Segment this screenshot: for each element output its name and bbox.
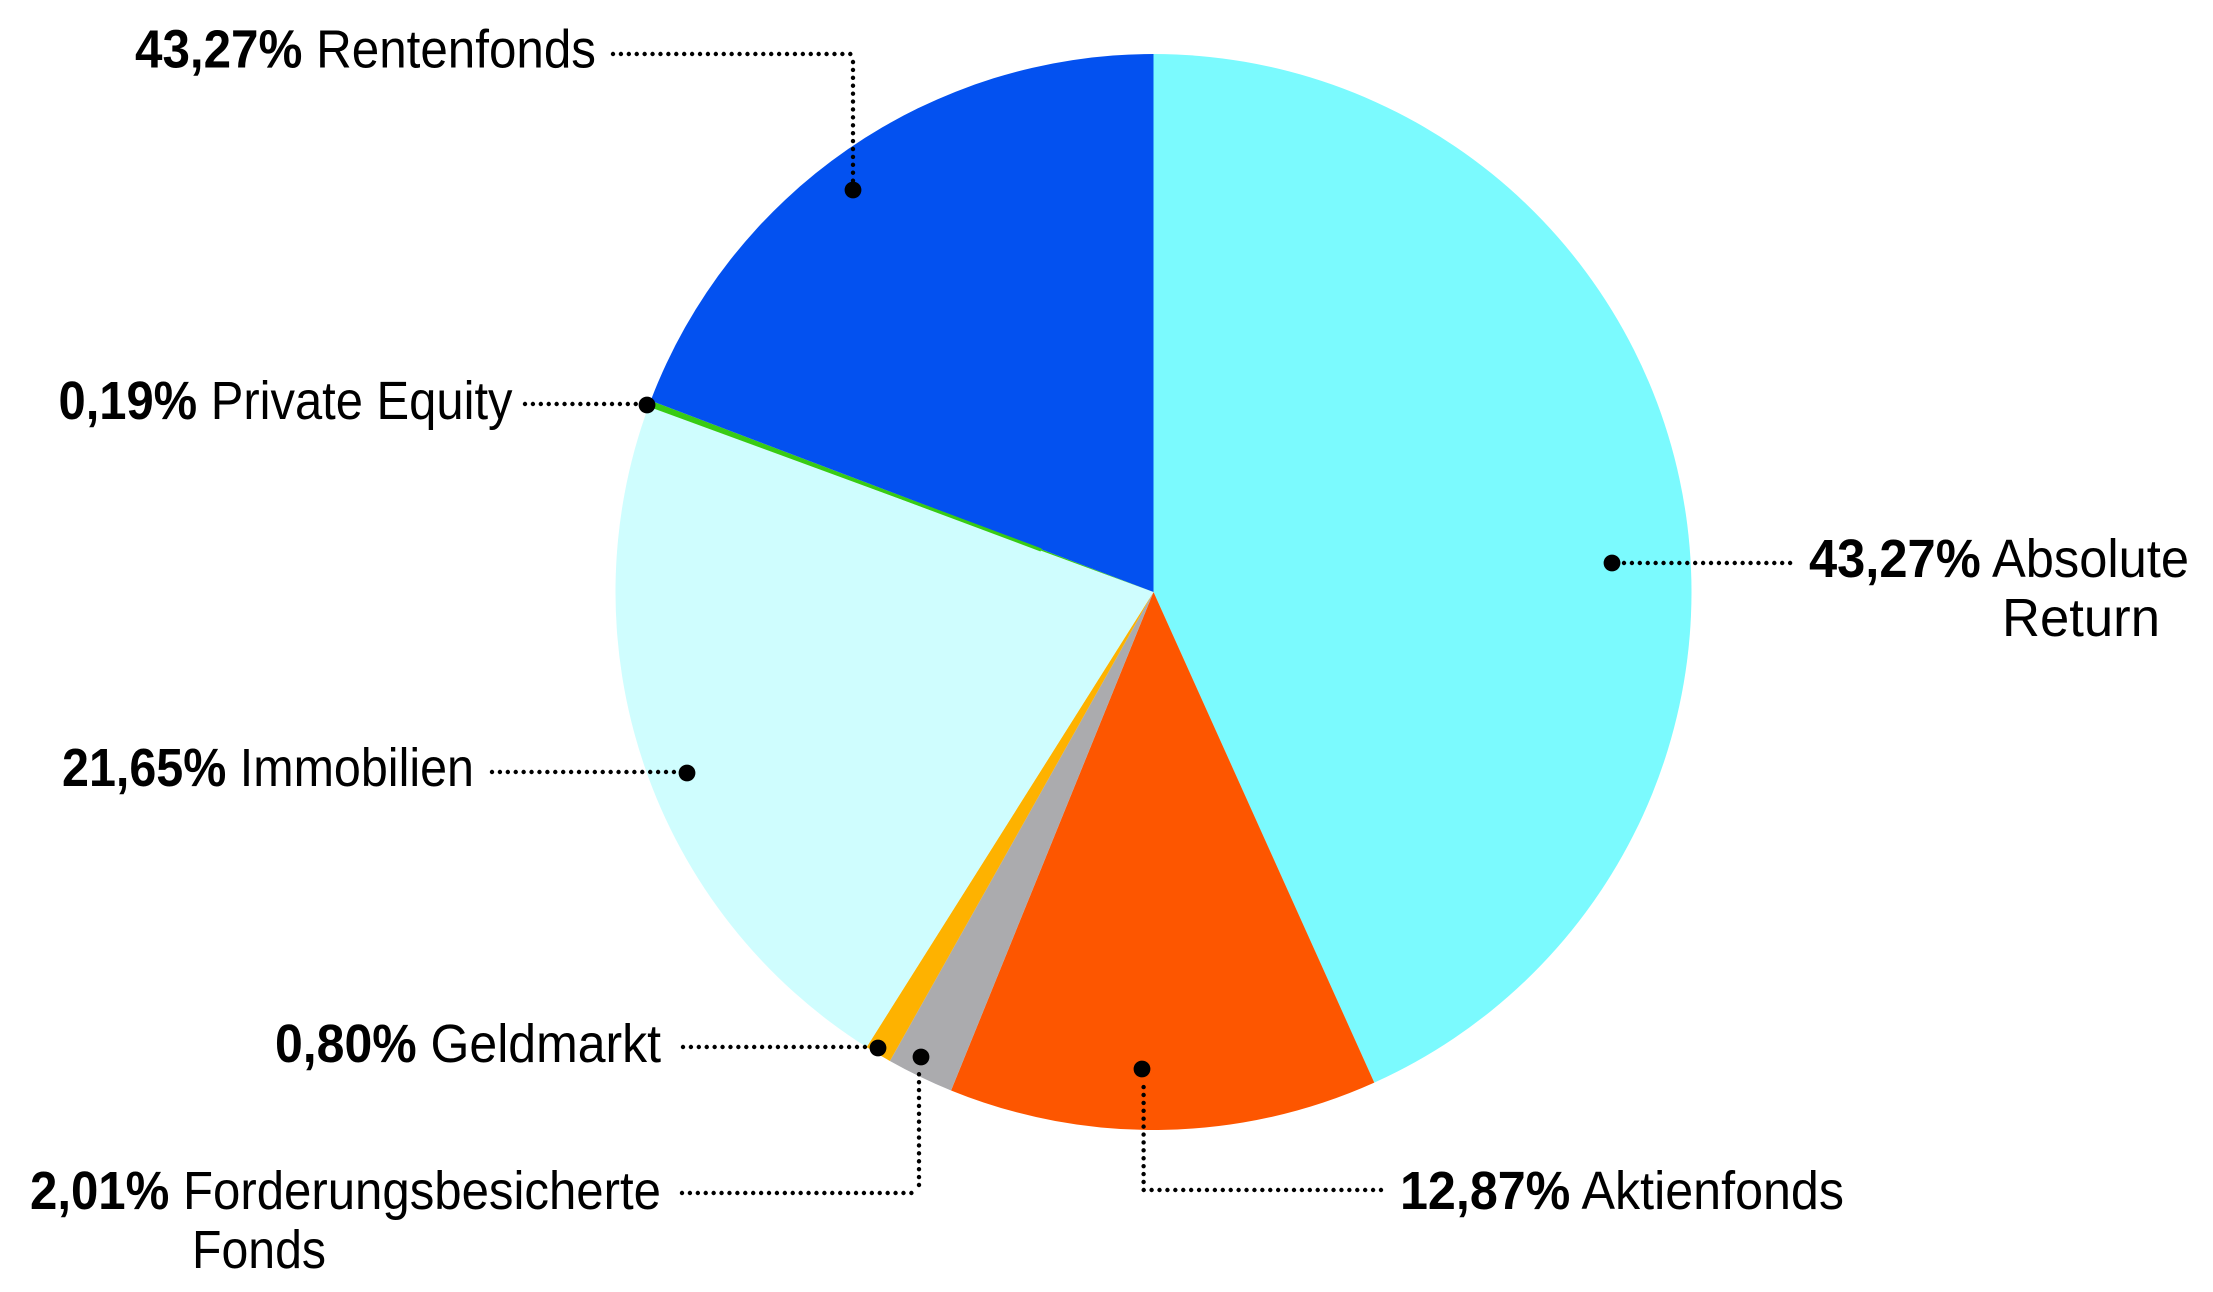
svg-text:2,01% Forderungsbesicherte: 2,01% Forderungsbesicherte [30,1161,661,1221]
svg-text:0,80% Geldmarkt: 0,80% Geldmarkt [275,1014,661,1074]
svg-text:Fonds: Fonds [192,1220,326,1280]
svg-text:43,27% Rentenfonds: 43,27% Rentenfonds [135,20,596,80]
svg-text:21,65% Immobilien: 21,65% Immobilien [62,738,474,798]
svg-text:0,19% Private Equity: 0,19% Private Equity [59,371,513,431]
svg-text:Return: Return [2002,588,2160,648]
svg-text:12,87% Aktienfonds: 12,87% Aktienfonds [1400,1161,1844,1221]
svg-text:43,27% Absolute: 43,27% Absolute [1809,529,2189,589]
